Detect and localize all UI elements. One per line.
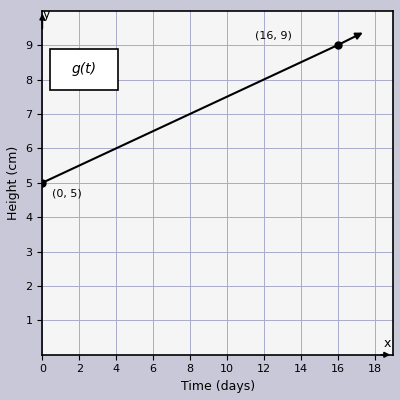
X-axis label: Time (days): Time (days) <box>181 380 255 393</box>
Y-axis label: Height (cm): Height (cm) <box>7 146 20 220</box>
Text: x: x <box>384 337 391 350</box>
Text: (0, 5): (0, 5) <box>52 188 81 198</box>
Text: g(t): g(t) <box>71 62 96 76</box>
FancyBboxPatch shape <box>50 48 118 90</box>
Text: y: y <box>43 8 50 21</box>
Text: (16, 9): (16, 9) <box>255 30 292 40</box>
